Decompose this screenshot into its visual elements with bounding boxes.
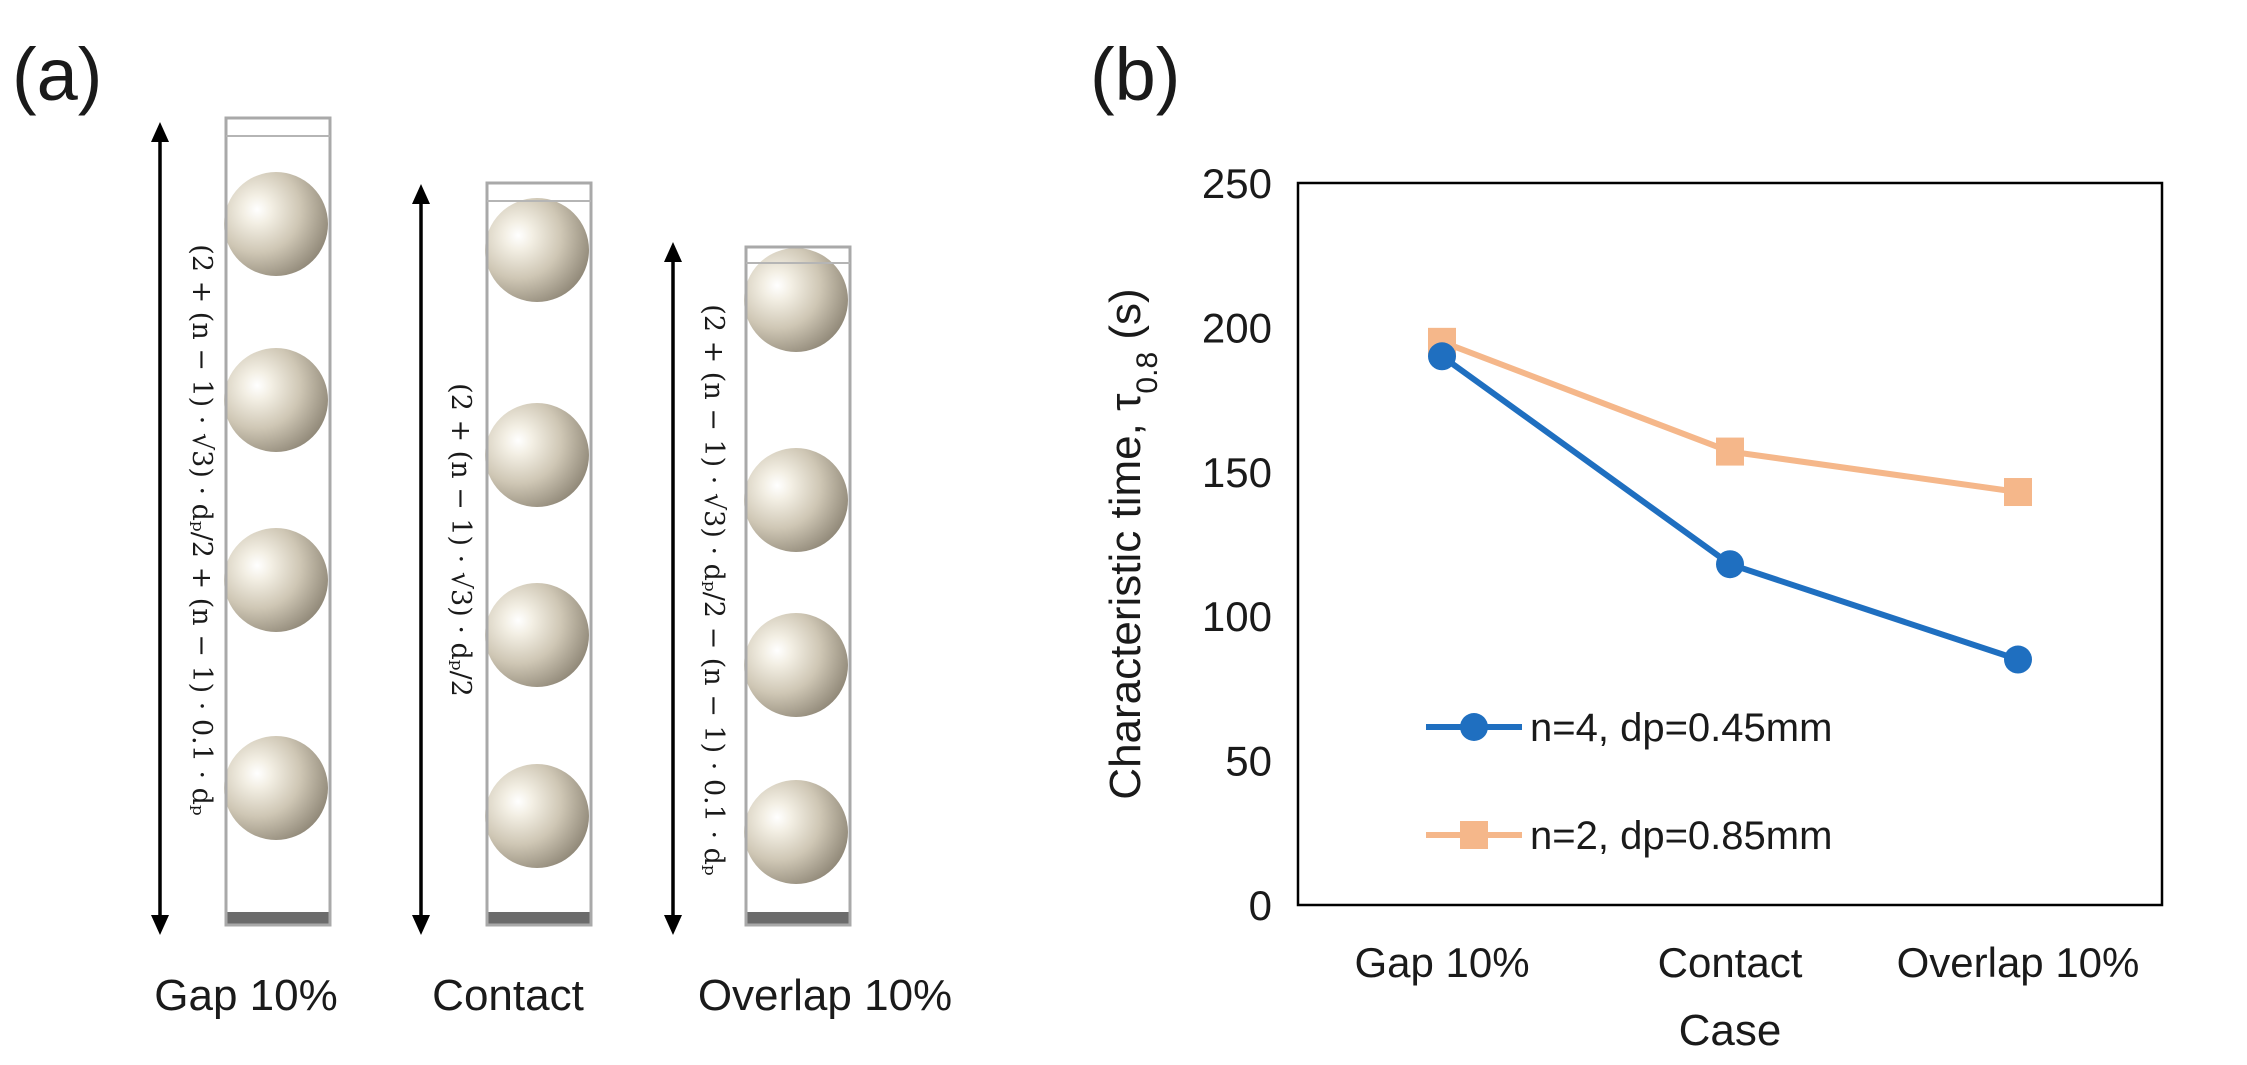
plot-area [1296, 181, 2164, 907]
column-contact: (2 + (n − 1) · √3) · dₚ/2 [412, 181, 593, 935]
y-tick-label: 150 [1202, 449, 1272, 496]
y-axis-label: Characteristic time, τ0.8 (s) [1101, 288, 1164, 799]
x-tick-label: Contact [1658, 939, 1803, 986]
cylinder-contact [485, 181, 593, 927]
legend-item: n=4, dp=0.45mm [1426, 706, 1832, 750]
series-1 [1428, 327, 2032, 507]
x-tick-label: Gap 10% [1354, 939, 1529, 986]
sphere [485, 764, 589, 868]
sphere [485, 198, 589, 302]
formula-gap: (2 + (n − 1) · √3) · dₚ/2 + (n − 1) · 0.… [186, 244, 217, 816]
cylinder-wall [485, 181, 593, 927]
y-tick-label: 50 [1225, 738, 1272, 785]
sphere [485, 403, 589, 507]
legend-item: n=2, dp=0.85mm [1426, 814, 1832, 858]
sphere [744, 780, 848, 884]
cylinder-wall [744, 245, 852, 927]
column-label-gap: Gap 10% [154, 971, 337, 1020]
sphere [224, 172, 328, 276]
cylinder-gap [224, 116, 332, 927]
double-arrow [151, 122, 169, 935]
legend-marker [1460, 821, 1488, 849]
data-point [2004, 478, 2032, 507]
y-tick-label: 100 [1202, 593, 1272, 640]
sphere [224, 528, 328, 632]
cylinder-wall [224, 116, 332, 927]
sphere [744, 613, 848, 717]
base-plate [226, 912, 330, 925]
legend-marker [1460, 713, 1488, 741]
column-gap: (2 + (n − 1) · √3) · dₚ/2 + (n − 1) · 0.… [151, 116, 332, 935]
panel-b-label: (b) [1090, 33, 1180, 116]
y-tick-label: 0 [1249, 882, 1272, 929]
data-point [1716, 437, 1744, 466]
panel-b: (b) 0 50 100 150 200 250 Gap 10% Contact Overla… [1090, 33, 2164, 1055]
y-axis-ticks: 0 50 100 150 200 250 [1202, 160, 1272, 929]
sphere [744, 248, 848, 352]
sphere [485, 583, 589, 687]
series-layer [1428, 327, 2032, 674]
sphere [224, 736, 328, 840]
column-overlap: (2 + (n − 1) · √3) · dₚ/2 − (n − 1) · 0.… [664, 242, 852, 935]
legend-label: n=2, dp=0.85mm [1530, 814, 1832, 858]
data-point [2004, 645, 2032, 674]
y-tick-label: 250 [1202, 160, 1272, 207]
column-label-contact: Contact [432, 971, 584, 1020]
panel-a: (a) (2 + (n − 1) · √3) · dₚ/2 + (n − 1) … [12, 33, 952, 1020]
series-0 [1428, 342, 2032, 674]
x-tick-label: Overlap 10% [1897, 939, 2140, 986]
double-arrow [412, 184, 430, 935]
double-arrow [664, 242, 682, 935]
line-chart: 0 50 100 150 200 250 Gap 10% Contact Overlap 10… [1101, 160, 2164, 1055]
formula-contact: (2 + (n − 1) · √3) · dₚ/2 [445, 383, 476, 697]
sphere [224, 348, 328, 452]
base-plate [487, 912, 591, 925]
legend-label: n=4, dp=0.45mm [1530, 706, 1832, 750]
formula-overlap: (2 + (n − 1) · √3) · dₚ/2 − (n − 1) · 0.… [698, 304, 729, 876]
cylinder-overlap [744, 245, 852, 927]
sphere [744, 448, 848, 552]
panel-a-label: (a) [12, 33, 102, 116]
series-line [1440, 353, 2019, 663]
data-point [1716, 550, 1744, 579]
legend: n=4, dp=0.45mm n=2, dp=0.85mm [1426, 706, 1832, 858]
x-axis-label: Case [1679, 1006, 1782, 1055]
column-label-overlap: Overlap 10% [698, 971, 952, 1020]
data-point [1428, 342, 1456, 371]
base-plate [746, 912, 850, 925]
y-tick-label: 200 [1202, 304, 1272, 351]
x-axis-ticks: Gap 10% Contact Overlap 10% [1354, 939, 2139, 986]
